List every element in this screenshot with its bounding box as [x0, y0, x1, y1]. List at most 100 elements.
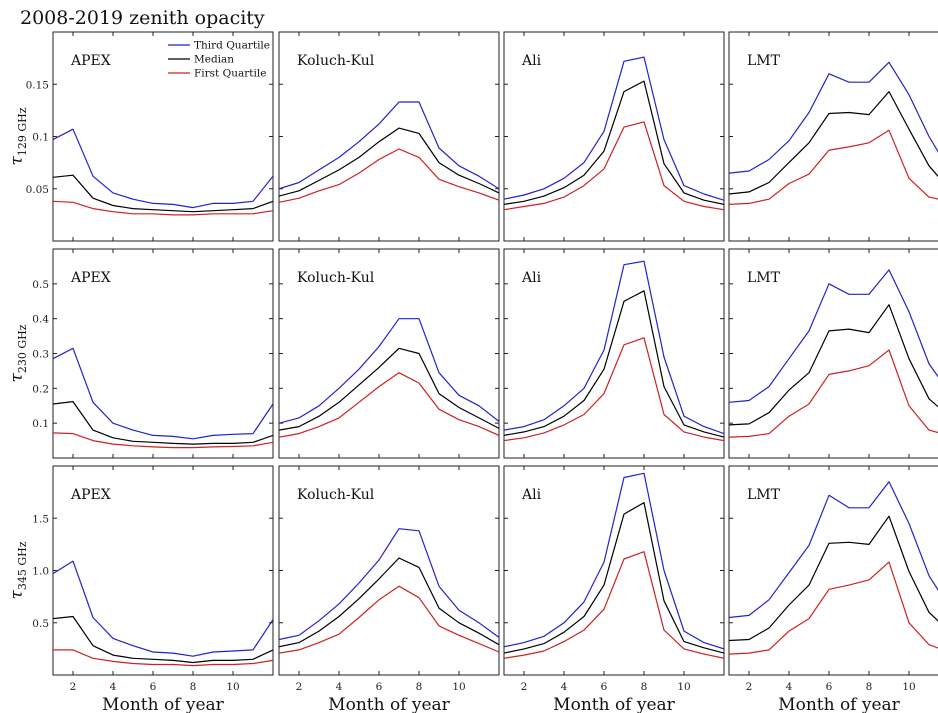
site-label: Ali — [521, 270, 542, 286]
x-tick-label: 4 — [786, 681, 793, 693]
x-tick-label: 2 — [296, 681, 303, 693]
legend-label: Third Quartile — [194, 40, 270, 52]
legend-label: Median — [194, 54, 234, 66]
median-line — [279, 127, 499, 197]
series-group — [279, 528, 499, 654]
site-label: APEX — [70, 53, 111, 69]
median-line — [729, 304, 938, 426]
y-axis-label-symbol: τ — [7, 590, 27, 600]
series-group — [729, 61, 938, 205]
site-label: Ali — [521, 487, 542, 503]
first-quartile-line — [504, 551, 724, 659]
median-line — [504, 502, 724, 654]
first-quartile-line — [53, 200, 273, 216]
x-tick-label: 10 — [677, 681, 690, 693]
median-line — [279, 557, 499, 648]
first-quartile-line — [279, 148, 499, 203]
panel-apex-row1: 0.05 0.1 0.15 APEX — [26, 31, 274, 242]
y-tick-label: 0.1 — [32, 132, 49, 144]
first-quartile-line — [279, 372, 499, 438]
y-axis-label-subscript: 345 GHz — [16, 541, 29, 590]
x-tick-label: 8 — [866, 681, 873, 693]
x-axis-label: Month of year — [778, 695, 901, 713]
site-label: LMT — [747, 270, 781, 286]
median-line — [729, 515, 938, 642]
series-group — [504, 260, 724, 442]
third-quartile-line — [279, 528, 499, 641]
x-axis-labels: Month of year Month of year Month of year M… — [102, 695, 901, 713]
median-line — [729, 90, 938, 195]
y-tick-label: 0.4 — [32, 314, 49, 326]
panel-lmt-row1: LMT — [728, 31, 938, 242]
first-quartile-line — [504, 337, 724, 442]
y-axis-label: τ129 GHz — [7, 107, 29, 165]
third-quartile-line — [729, 61, 938, 174]
site-label: LMT — [747, 487, 781, 503]
first-quartile-line — [53, 649, 273, 667]
first-quartile-line — [729, 561, 938, 655]
panel-lmt-row3: 2 4 6 8 10 LMT — [728, 465, 938, 693]
chart-title: 2008-2019 zenith opacity — [20, 7, 265, 29]
x-tick-label: 4 — [336, 681, 343, 693]
x-tick-label: 8 — [641, 681, 648, 693]
third-quartile-line — [504, 260, 724, 435]
x-axis-label: Month of year — [553, 695, 676, 713]
legend-label: First Quartile — [194, 68, 266, 80]
x-tick-label: 8 — [416, 681, 423, 693]
x-tick-label: 4 — [561, 681, 568, 693]
series-group — [53, 128, 273, 216]
panel-ali-row2: Ali — [503, 248, 725, 459]
panel-grid: 0.05 0.1 0.15 APEX Koluch-Kul Ali LMT 0.1 0.2 0.3… — [26, 31, 938, 693]
site-label: Koluch-Kul — [297, 270, 375, 286]
site-label: Koluch-Kul — [297, 487, 375, 503]
third-quartile-line — [504, 56, 724, 201]
series-group — [729, 481, 938, 655]
median-line — [53, 401, 273, 445]
first-quartile-line — [504, 121, 724, 211]
series-group — [53, 347, 273, 449]
x-tick-label: 6 — [376, 681, 383, 693]
y-tick-label: 0.05 — [26, 184, 49, 196]
panel-koluch-kul-row2: Koluch-Kul — [278, 248, 500, 459]
x-tick-label: 2 — [746, 681, 753, 693]
panel-apex-row2: 0.1 0.2 0.3 0.4 0.5 APEX — [32, 248, 274, 459]
y-axis-label: τ345 GHz — [7, 541, 29, 599]
y-axis-label-symbol: τ — [7, 156, 27, 166]
x-tick-label: 6 — [601, 681, 608, 693]
x-tick-label: 10 — [452, 681, 465, 693]
panel-ali-row1: Ali — [503, 31, 725, 242]
panel-lmt-row2: LMT — [728, 248, 938, 459]
series-group — [729, 269, 938, 438]
site-label: Ali — [521, 53, 542, 69]
third-quartile-line — [729, 269, 938, 403]
series-group — [53, 560, 273, 667]
y-axis-label-symbol: τ — [7, 373, 27, 383]
series-group — [279, 101, 499, 203]
panel-koluch-kul-row1: Koluch-Kul — [278, 31, 500, 242]
median-line — [279, 347, 499, 431]
site-label: Koluch-Kul — [297, 53, 375, 69]
median-line — [504, 290, 724, 438]
third-quartile-line — [53, 560, 273, 657]
series-group — [504, 56, 724, 211]
x-tick-label: 6 — [150, 681, 157, 693]
x-tick-label: 6 — [826, 681, 833, 693]
y-tick-label: 0.2 — [32, 383, 49, 395]
y-tick-label: 0.5 — [32, 279, 49, 291]
x-tick-label: 8 — [190, 681, 197, 693]
first-quartile-line — [729, 129, 938, 205]
y-axis-label-subscript: 230 GHz — [16, 324, 29, 373]
panel-koluch-kul-row3: 2 4 6 8 10 Koluch-Kul — [278, 465, 500, 693]
y-tick-label: 0.3 — [32, 349, 49, 361]
first-quartile-line — [53, 432, 273, 449]
x-tick-label: 2 — [70, 681, 77, 693]
x-tick-label: 2 — [521, 681, 528, 693]
first-quartile-line — [279, 585, 499, 654]
third-quartile-line — [279, 101, 499, 190]
x-tick-label: 4 — [110, 681, 117, 693]
y-axis-label-subscript: 129 GHz — [16, 107, 29, 156]
site-label: APEX — [70, 270, 111, 286]
median-line — [53, 615, 273, 664]
